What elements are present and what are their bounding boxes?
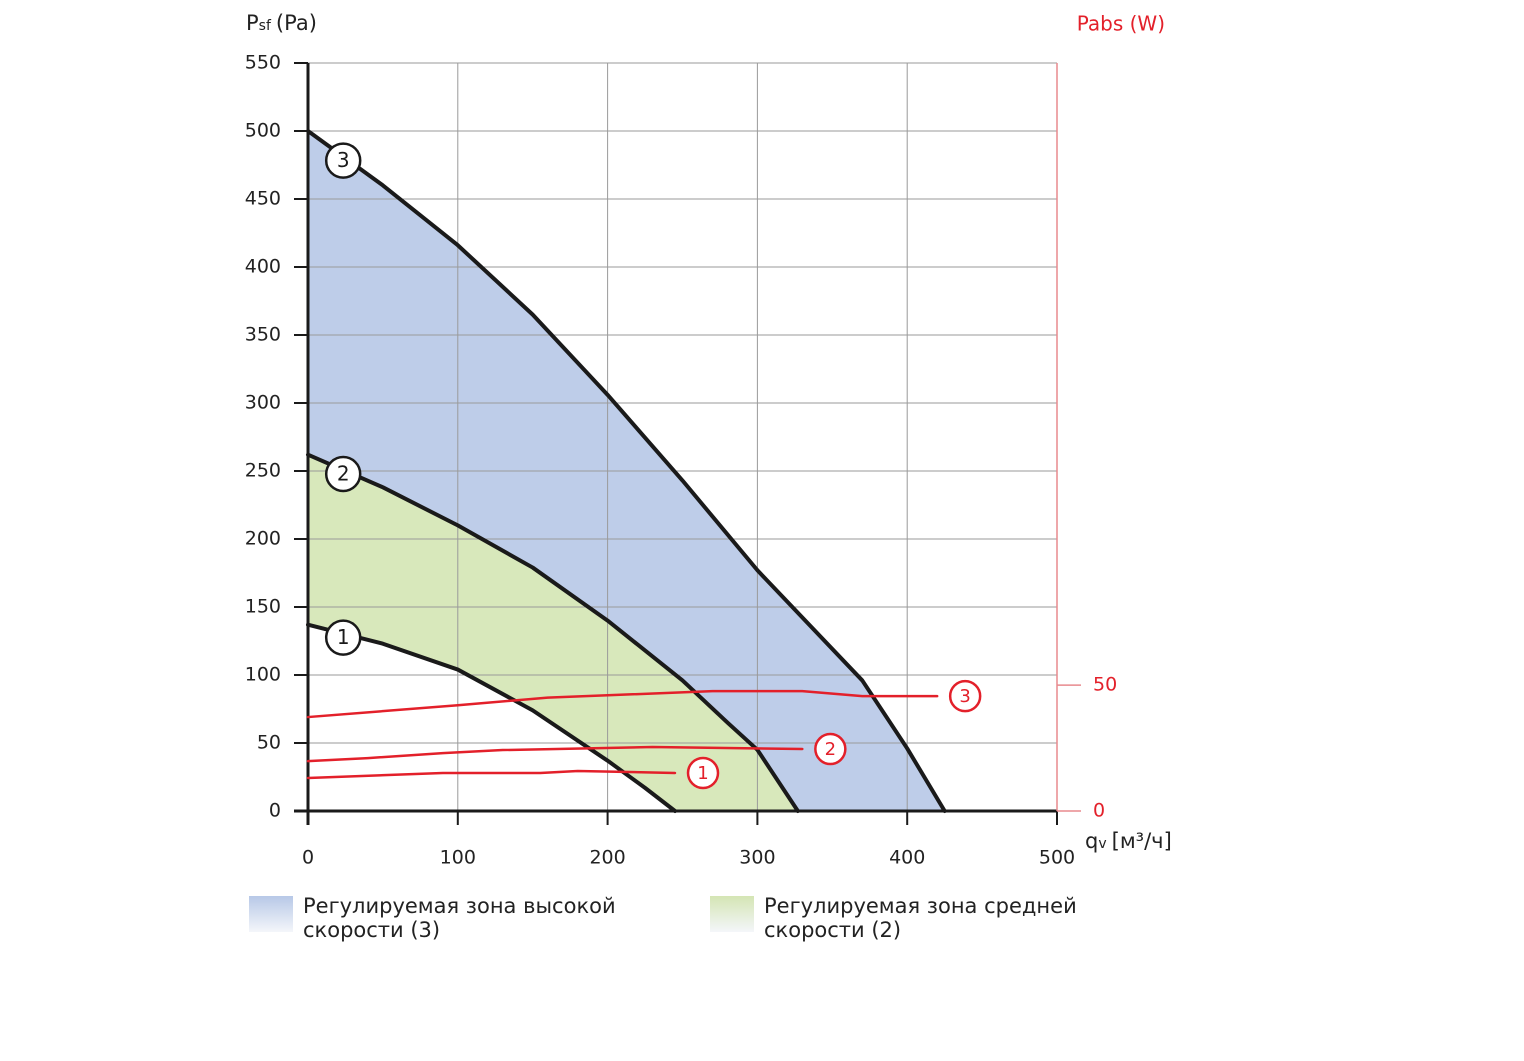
y-tick-label: 200 [245, 528, 281, 550]
x-axis-label-main: q [1085, 829, 1098, 853]
series-label: 2 [825, 739, 836, 760]
x-tick-label: 300 [739, 847, 775, 869]
x-tick-label: 0 [302, 847, 314, 869]
series-line [306, 622, 678, 813]
series-badge [686, 756, 720, 790]
y-tick-label: 450 [245, 188, 281, 210]
series-line [306, 129, 947, 813]
y-tick-label: 300 [245, 392, 281, 414]
zone-fill [308, 454, 798, 811]
y-tick-label: 150 [245, 596, 281, 618]
legend-swatch [249, 896, 293, 932]
y-axis-label: Psf (Pa) [246, 11, 317, 35]
x-tick-label: 400 [889, 847, 925, 869]
series-badge [324, 142, 362, 179]
y2-axis-label: Pabs (W) [1077, 12, 1165, 36]
series-label: 2 [337, 462, 350, 486]
y-tick-label: 50 [257, 732, 281, 754]
x-tick-label: 500 [1039, 847, 1075, 869]
legend-label: Регулируемая зона средней скорости (2) [764, 894, 1077, 942]
y-tick-label: 500 [245, 120, 281, 142]
series-line [306, 452, 800, 813]
x-tick-label: 100 [440, 847, 476, 869]
series-badge [324, 455, 362, 493]
x-axis-label: qv [м³/ч] [1085, 829, 1172, 853]
legend-item: Регулируемая зона высокой скорости (3) [249, 894, 633, 942]
x-axis-label-unit: [м³/ч] [1112, 829, 1172, 853]
series-line [306, 689, 939, 719]
series-badge [948, 679, 982, 713]
y2-tick-label: 0 [1093, 800, 1105, 822]
legend-label: Регулируемая зона высокой скорости (3) [303, 894, 616, 942]
series-label: 1 [697, 763, 708, 784]
series-label: 1 [337, 625, 350, 649]
series-badge [324, 619, 362, 656]
y-axis-label-sub: sf [259, 18, 272, 34]
y-axis-label-main: P [246, 11, 259, 35]
y-axis-label-unit: (Pa) [276, 11, 317, 35]
series-line [306, 769, 677, 780]
y-tick-label: 550 [245, 52, 281, 74]
series-badge [814, 732, 847, 766]
series-label: 3 [337, 148, 350, 172]
y-tick-label: 100 [245, 664, 281, 686]
legend-swatch [710, 896, 754, 932]
y2-tick-label: 50 [1093, 674, 1117, 696]
series-line [306, 745, 804, 763]
legend-item: Регулируемая зона средней скорости (2) [710, 894, 1094, 942]
y-tick-label: 0 [269, 800, 281, 822]
x-axis-label-sub: v [1098, 836, 1106, 852]
y-tick-label: 400 [245, 256, 281, 278]
y-tick-label: 250 [245, 460, 281, 482]
series-label: 3 [959, 686, 970, 707]
y-tick-label: 350 [245, 324, 281, 346]
x-tick-label: 200 [589, 847, 625, 869]
